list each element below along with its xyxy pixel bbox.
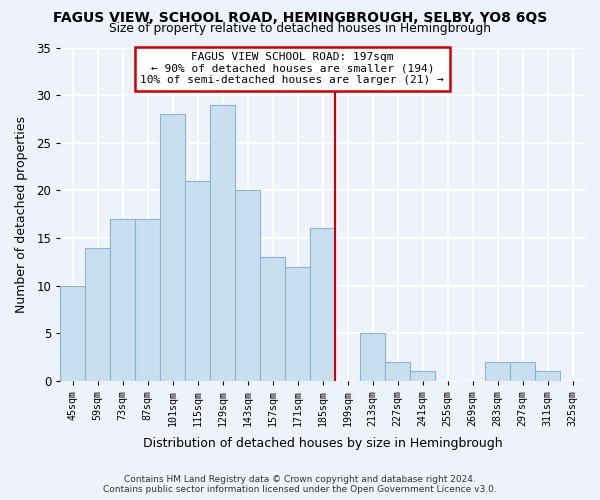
- Bar: [260, 257, 285, 381]
- Bar: [185, 181, 210, 381]
- Bar: [210, 104, 235, 381]
- Bar: [310, 228, 335, 381]
- Bar: [535, 372, 560, 381]
- X-axis label: Distribution of detached houses by size in Hemingbrough: Distribution of detached houses by size …: [143, 437, 502, 450]
- Y-axis label: Number of detached properties: Number of detached properties: [15, 116, 28, 312]
- Text: FAGUS VIEW, SCHOOL ROAD, HEMINGBROUGH, SELBY, YO8 6QS: FAGUS VIEW, SCHOOL ROAD, HEMINGBROUGH, S…: [53, 11, 547, 25]
- Bar: [410, 372, 435, 381]
- Bar: [60, 286, 85, 381]
- Text: Size of property relative to detached houses in Hemingbrough: Size of property relative to detached ho…: [109, 22, 491, 35]
- Bar: [135, 219, 160, 381]
- Bar: [285, 266, 310, 381]
- Text: Contains HM Land Registry data © Crown copyright and database right 2024.
Contai: Contains HM Land Registry data © Crown c…: [103, 474, 497, 494]
- Bar: [385, 362, 410, 381]
- Bar: [485, 362, 510, 381]
- Bar: [85, 248, 110, 381]
- Bar: [360, 333, 385, 381]
- Bar: [235, 190, 260, 381]
- Bar: [110, 219, 135, 381]
- Bar: [510, 362, 535, 381]
- Text: FAGUS VIEW SCHOOL ROAD: 197sqm
← 90% of detached houses are smaller (194)
10% of: FAGUS VIEW SCHOOL ROAD: 197sqm ← 90% of …: [140, 52, 444, 86]
- Bar: [160, 114, 185, 381]
